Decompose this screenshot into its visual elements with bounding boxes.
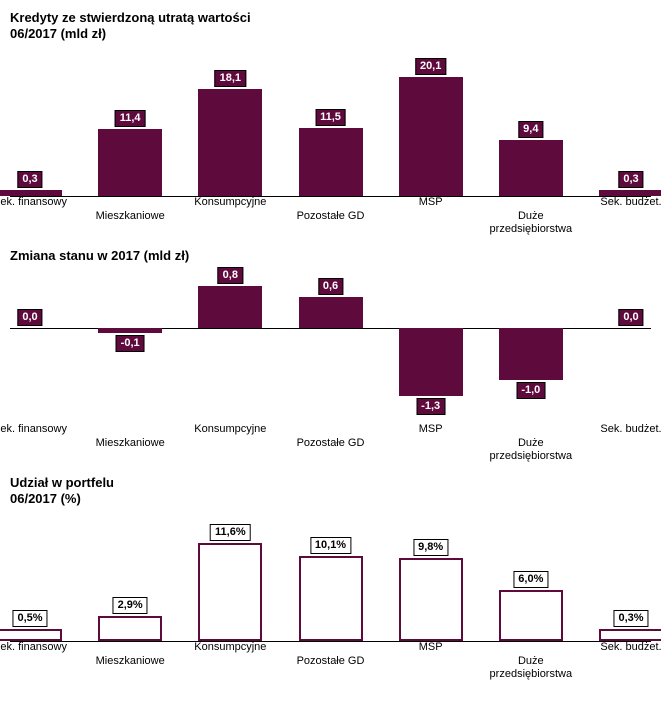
x-axis-labels: Sek. finansowyMieszkanioweKonsumpcyjnePo… (10, 423, 651, 457)
bar (399, 77, 463, 196)
value-label: 11,6% (210, 524, 251, 541)
x-axis-label: Sek. budżet. (600, 423, 661, 436)
value-label: 0,0 (17, 309, 42, 326)
x-axis-label: MSP (419, 423, 443, 436)
x-axis-label: Dużeprzedsiębiorstwa (490, 655, 573, 681)
value-label: 9,4 (518, 121, 543, 138)
bar (98, 616, 162, 641)
x-axis-label: Sek. budżet. (600, 641, 661, 654)
x-axis-label: Mieszkaniowe (96, 210, 165, 223)
value-label: 0,8 (218, 267, 243, 284)
chart-title: Kredyty ze stwierdzoną utratą wartości (10, 10, 651, 26)
x-axis-label: Mieszkaniowe (96, 655, 165, 668)
chart-plot-area: 0,0 -0,1 0,8 0,6 -1,3 -1,0 0,0 (10, 268, 651, 423)
chart-udzial: Udział w portfelu06/2017 (%) 0,5% 2,9% 11,6… (10, 475, 651, 675)
bar (299, 556, 363, 641)
x-axis-label: Sek. budżet. (600, 196, 661, 209)
x-axis-label: Konsumpcyjne (194, 641, 266, 654)
chart-plot-area: 0,3 11,4 18,1 11,5 20,1 9,4 0,3 (10, 46, 651, 196)
value-label: -1,3 (416, 398, 445, 415)
chart-zmiana: Zmiana stanu w 2017 (mld zł)0,0-0,10,80,… (10, 248, 651, 457)
x-axis-labels: Sek. finansowyMieszkanioweKonsumpcyjnePo… (10, 196, 651, 230)
bar (98, 129, 162, 196)
value-label: 0,5% (12, 610, 47, 627)
bar (299, 297, 363, 328)
chart-title: Udział w portfelu (10, 475, 651, 491)
value-label: -1,0 (516, 382, 545, 399)
x-axis-label: Konsumpcyjne (194, 196, 266, 209)
chart-subtitle: 06/2017 (mld zł) (10, 26, 651, 42)
value-label: 11,5 (315, 109, 346, 126)
value-label: 0,6 (318, 278, 343, 295)
x-axis-label: MSP (419, 641, 443, 654)
value-label: 0,3% (613, 610, 648, 627)
value-label: 0,3 (17, 171, 42, 188)
x-axis-label: Sek. finansowy (0, 196, 67, 209)
value-label: 10,1% (310, 537, 351, 554)
x-axis-label: Sek. finansowy (0, 423, 67, 436)
bar (299, 128, 363, 196)
x-axis-labels: Sek. finansowyMieszkanioweKonsumpcyjnePo… (10, 641, 651, 675)
bar (198, 89, 262, 196)
bar (198, 543, 262, 641)
value-label: 18,1 (215, 70, 246, 87)
value-label: 6,0% (513, 571, 548, 588)
value-label: 0,3 (618, 171, 643, 188)
bar (399, 328, 463, 396)
x-axis-label: Pozostałe GD (297, 437, 365, 450)
x-axis-label: Sek. finansowy (0, 641, 67, 654)
bar (98, 328, 162, 333)
bar (399, 558, 463, 641)
x-axis-label: Dużeprzedsiębiorstwa (490, 210, 573, 236)
bar (499, 590, 563, 641)
value-label: 11,4 (115, 110, 146, 127)
x-axis-label: Dużeprzedsiębiorstwa (490, 437, 573, 463)
bar (499, 140, 563, 196)
value-label: 0,0 (618, 309, 643, 326)
chart-subtitle: 06/2017 (%) (10, 491, 651, 507)
value-label: 20,1 (415, 58, 446, 75)
value-label: -0,1 (116, 335, 145, 352)
chart-kredyty: Kredyty ze stwierdzoną utratą wartości06… (10, 10, 651, 230)
x-axis-label: Mieszkaniowe (96, 437, 165, 450)
chart-title: Zmiana stanu w 2017 (mld zł) (10, 248, 651, 264)
value-label: 9,8% (413, 539, 448, 556)
value-label: 2,9% (113, 597, 148, 614)
bar (0, 629, 62, 641)
bar (599, 629, 661, 641)
x-axis-label: Pozostałe GD (297, 210, 365, 223)
bar (499, 328, 563, 380)
chart-plot-area: 0,5% 2,9% 11,6% 10,1% 9,8% 6,0% 0,3% (10, 511, 651, 641)
bar (198, 286, 262, 328)
x-axis-label: Konsumpcyjne (194, 423, 266, 436)
x-axis-label: MSP (419, 196, 443, 209)
x-axis-label: Pozostałe GD (297, 655, 365, 668)
